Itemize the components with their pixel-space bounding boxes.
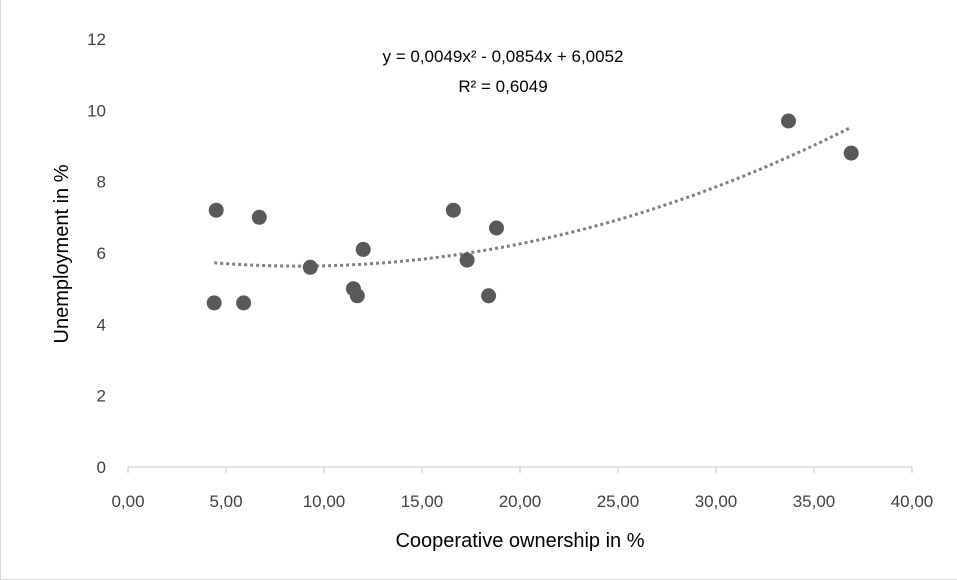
data-point xyxy=(251,209,267,225)
x-tick-label: 5,00 xyxy=(209,492,242,511)
x-tick-label: 25,00 xyxy=(597,492,640,511)
x-tick-label: 40,00 xyxy=(891,492,934,511)
trendline-r-squared: R² = 0,6049 xyxy=(458,77,547,96)
data-point xyxy=(355,241,371,257)
y-tick-label: 2 xyxy=(97,387,106,406)
x-tick-label: 10,00 xyxy=(303,492,346,511)
y-tick-label: 0 xyxy=(97,458,106,477)
trendline xyxy=(214,125,852,268)
data-point xyxy=(489,220,504,236)
x-tick-labels: 0,00 5,00 10,00 15,00 20,00 25,00 30,00 35,00 40… xyxy=(111,467,933,511)
y-tick-label: 12 xyxy=(87,30,106,49)
x-axis-title: Cooperative ownership in % xyxy=(395,530,644,552)
y-tick-label: 8 xyxy=(97,173,106,192)
data-point xyxy=(236,295,252,311)
data-point xyxy=(208,202,224,218)
data-point xyxy=(302,259,318,275)
x-tick-label: 30,00 xyxy=(695,492,738,511)
y-tick-label: 4 xyxy=(97,315,106,334)
y-tick-label: 6 xyxy=(97,244,106,263)
data-point xyxy=(349,288,365,304)
y-axis-title: Unemployment in % xyxy=(51,164,73,343)
x-tick-label: 0,00 xyxy=(111,492,144,511)
x-tick-label: 20,00 xyxy=(499,492,542,511)
y-tick-label: 10 xyxy=(87,101,106,120)
data-point xyxy=(843,145,859,161)
data-point xyxy=(445,202,461,218)
data-point xyxy=(206,295,222,311)
x-tick-label: 35,00 xyxy=(793,492,836,511)
data-point xyxy=(781,113,796,129)
data-point xyxy=(481,288,497,304)
x-tick-label: 15,00 xyxy=(401,492,444,511)
y-tick-labels: 0 2 4 6 8 10 12 xyxy=(87,30,106,477)
trendline-equation: y = 0,0049x² - 0,0854x + 6,0052 xyxy=(382,47,623,66)
data-points xyxy=(206,113,859,311)
data-point xyxy=(459,252,475,268)
